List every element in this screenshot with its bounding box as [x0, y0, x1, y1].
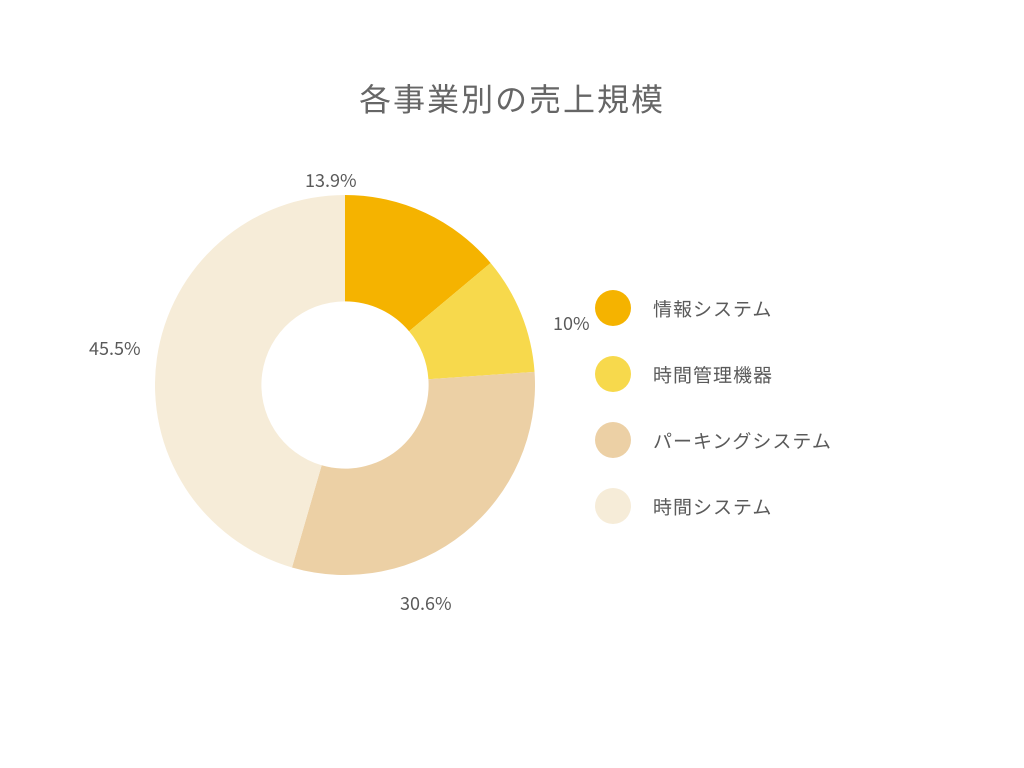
legend-dot-icon — [595, 290, 631, 326]
chart-title: 各事業別の売上規模 — [359, 75, 665, 121]
legend-item: 時間システム — [595, 488, 832, 524]
donut-slice — [292, 372, 535, 575]
donut-chart: 13.9%10%30.6%45.5% — [155, 195, 535, 575]
slice-percent-label: 13.9% — [305, 167, 357, 193]
legend: 情報システム時間管理機器パーキングシステム時間システム — [595, 290, 832, 524]
legend-label: パーキングシステム — [653, 427, 832, 454]
slice-percent-label: 10% — [553, 310, 590, 336]
legend-dot-icon — [595, 422, 631, 458]
legend-dot-icon — [595, 356, 631, 392]
legend-item: パーキングシステム — [595, 422, 832, 458]
legend-dot-icon — [595, 488, 631, 524]
legend-label: 時間管理機器 — [653, 361, 773, 388]
legend-label: 情報システム — [653, 295, 772, 322]
legend-item: 情報システム — [595, 290, 832, 326]
slice-percent-label: 30.6% — [400, 590, 452, 616]
slice-percent-label: 45.5% — [89, 335, 141, 361]
legend-item: 時間管理機器 — [595, 356, 832, 392]
legend-label: 時間システム — [653, 493, 772, 520]
donut-svg — [155, 195, 535, 575]
